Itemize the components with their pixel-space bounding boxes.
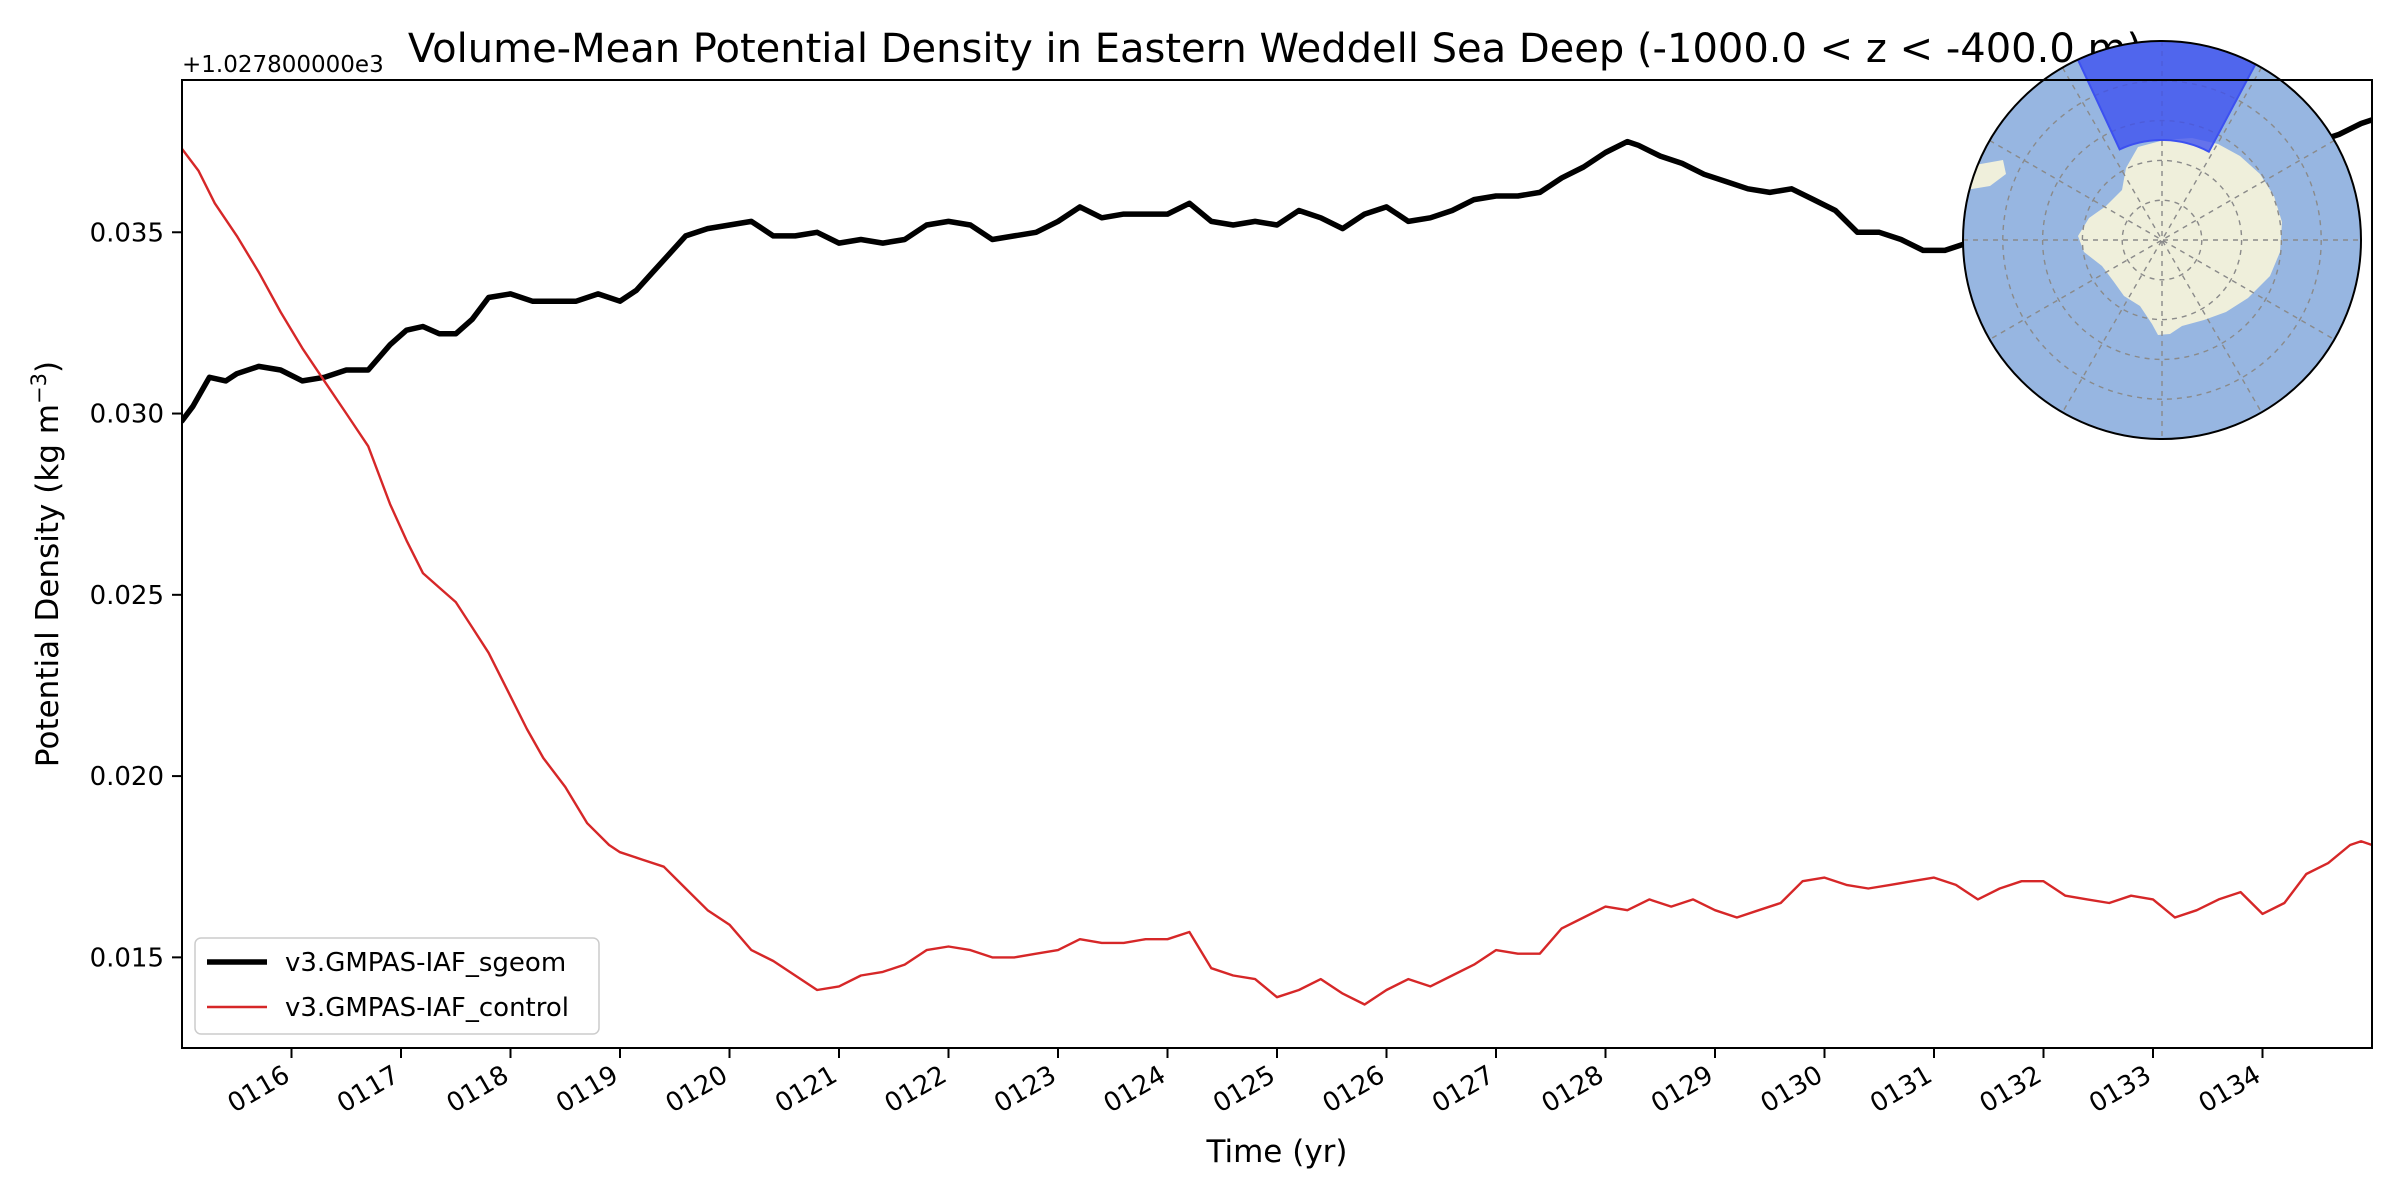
x-tick-label: 0123	[989, 1060, 1061, 1119]
legend: v3.GMPAS-IAF_sgeom v3.GMPAS-IAF_control	[194, 937, 600, 1035]
y-axis-label-superscript: −3	[27, 373, 51, 404]
graticule	[1963, 41, 2361, 439]
x-tick-label: 0119	[551, 1060, 623, 1119]
legend-label-control: v3.GMPAS-IAF_control	[285, 993, 569, 1023]
graticule-circle	[2002, 80, 2322, 400]
series-line-1	[182, 147, 2372, 1006]
antarctica-land	[2078, 138, 2282, 335]
chart-title: Volume-Mean Potential Density in Eastern…	[408, 26, 2142, 72]
x-tick-label: 0122	[880, 1060, 952, 1119]
x-axis-label: Time (yr)	[1206, 1134, 1348, 1170]
x-tick-label: 0133	[2084, 1060, 2156, 1119]
y-tick-label: 0.030	[90, 400, 164, 430]
graticule-meridian	[1989, 139, 2335, 341]
x-tick-label: 0118	[442, 1060, 514, 1119]
x-tick-label: 0130	[1756, 1060, 1828, 1119]
graticule-meridian	[2061, 67, 2263, 413]
y-axis-label-main: Potential Density (kg m	[30, 404, 66, 767]
y-tick-label: 0.025	[90, 581, 164, 611]
graticule-meridian	[2061, 67, 2263, 413]
y-axis-ticks: 0.015 0.020 0.025 0.030 0.035	[90, 218, 182, 973]
x-tick-label: 0127	[1427, 1060, 1499, 1119]
y-offset-text: +1.027800000e3	[182, 52, 384, 78]
y-axis-label: Potential Density (kg m−3)	[27, 361, 66, 767]
x-tick-label: 0132	[1975, 1060, 2047, 1119]
x-tick-label: 0124	[1099, 1060, 1171, 1119]
y-tick-label: 0.015	[90, 943, 164, 973]
x-tick-label: 0134	[2194, 1060, 2266, 1119]
graticule-circle	[2081, 159, 2243, 321]
y-tick-label: 0.020	[90, 762, 164, 792]
y-tick-label: 0.035	[90, 218, 164, 248]
inset-map	[1962, 40, 2362, 440]
graticule-circle	[2121, 199, 2203, 281]
x-axis-ticks: 0116 0117 0118 0119 0120 0121 0122 0123 0124 0125…	[223, 1048, 2266, 1119]
x-tick-label: 0131	[1865, 1060, 1937, 1119]
x-tick-label: 0128	[1537, 1060, 1609, 1119]
graticule-meridian	[1989, 139, 2335, 341]
x-tick-label: 0126	[1318, 1060, 1390, 1119]
x-tick-label: 0129	[1646, 1060, 1718, 1119]
legend-box	[194, 937, 600, 1035]
x-tick-label: 0117	[332, 1060, 404, 1119]
x-tick-label: 0125	[1208, 1060, 1280, 1119]
x-tick-label: 0120	[661, 1060, 733, 1119]
legend-label-sgeom: v3.GMPAS-IAF_sgeom	[285, 948, 566, 978]
x-tick-label: 0116	[223, 1060, 295, 1119]
y-axis-label-close: )	[30, 361, 66, 373]
map-border	[1962, 40, 2362, 440]
x-tick-label: 0121	[770, 1060, 842, 1119]
